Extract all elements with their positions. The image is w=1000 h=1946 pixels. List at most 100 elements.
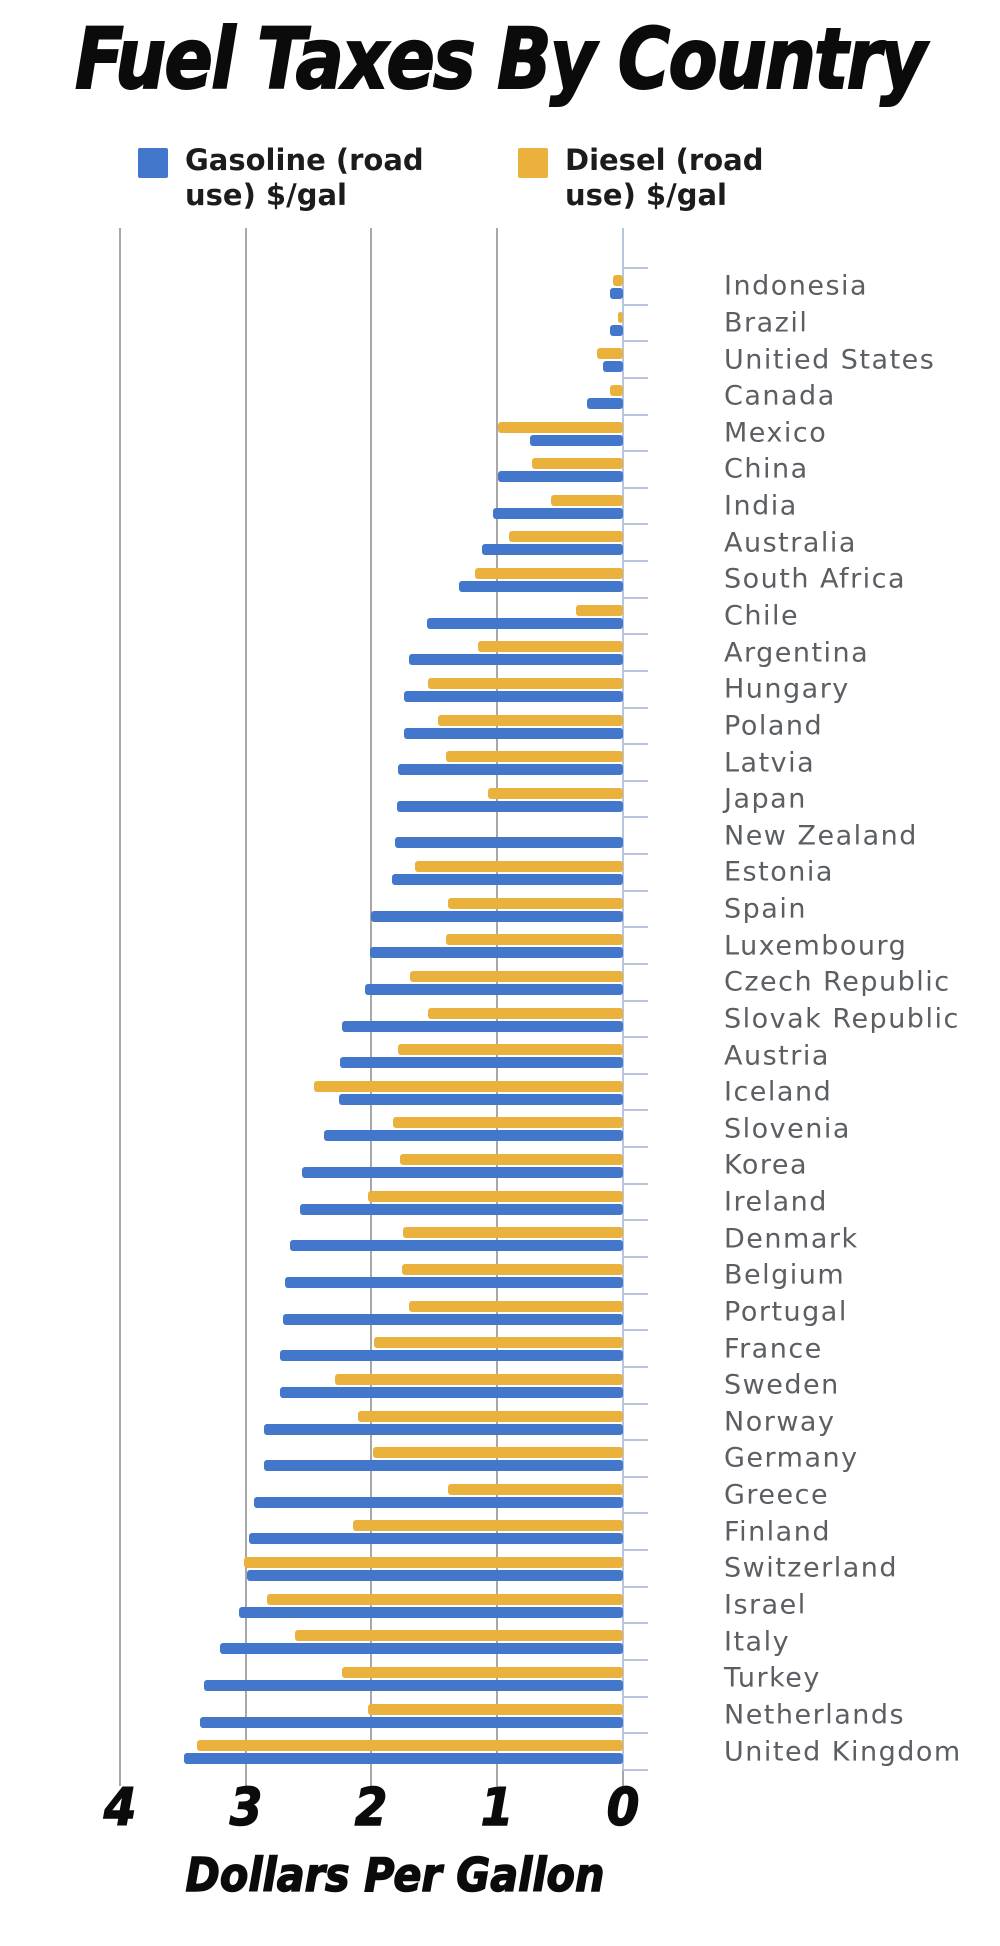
gasoline-bar: [586, 397, 623, 409]
group-separator-tick: [623, 706, 648, 709]
diesel-bar: [409, 1300, 623, 1312]
diesel-bar: [576, 604, 623, 616]
country-label: Japan: [724, 783, 807, 815]
diesel-bar: [400, 1154, 623, 1166]
group-separator-tick: [623, 669, 648, 672]
diesel-bar: [445, 751, 623, 763]
group-separator-tick: [623, 1036, 648, 1039]
group-separator-tick: [623, 1402, 648, 1405]
country-label: United Kingdom: [724, 1736, 962, 1767]
country-label: Argentina: [724, 637, 870, 669]
group-separator-tick: [623, 1182, 648, 1185]
gasoline-bar: [239, 1606, 623, 1618]
country-label: Greece: [724, 1479, 830, 1511]
x-axis-title: Dollars Per Gallon: [185, 1847, 605, 1903]
group-separator-tick: [623, 1219, 648, 1222]
group-separator-tick: [623, 1549, 648, 1552]
diesel-bar: [428, 677, 623, 689]
gasoline-bar: [493, 507, 623, 519]
gasoline-bar: [342, 1020, 623, 1032]
diesel-bar: [392, 1117, 623, 1129]
diesel-bar: [428, 1007, 623, 1019]
x-axis-tick-label-0: 0: [606, 1777, 640, 1839]
gasoline-bar: [397, 764, 623, 776]
country-label: Slovak Republic: [724, 1003, 960, 1035]
gasoline-bar: [299, 1203, 623, 1215]
country-label: Sweden: [724, 1369, 840, 1401]
diesel-bar: [313, 1080, 623, 1092]
group-separator-tick: [623, 1329, 648, 1332]
country-label: South Africa: [724, 563, 907, 595]
country-label: Turkey: [724, 1662, 821, 1694]
country-label: Mexico: [724, 417, 828, 449]
gasoline-bar: [404, 727, 623, 739]
x-axis-tick-label-1: 1: [480, 1777, 514, 1839]
diesel-bar: [244, 1557, 623, 1569]
group-separator-tick: [623, 1365, 648, 1368]
diesel-bar: [373, 1337, 623, 1349]
legend-diesel-line2: use) $/gal: [565, 178, 727, 213]
gasoline-bar: [610, 324, 623, 336]
gasoline-bar: [602, 361, 623, 373]
group-separator-tick: [623, 1146, 648, 1149]
diesel-bar: [266, 1593, 623, 1605]
diesel-bar: [401, 1264, 623, 1275]
country-label: Australia: [724, 527, 857, 559]
chart-title: Fuel Taxes By Country: [74, 9, 927, 109]
axis-tick-mark-3: [244, 1770, 247, 1786]
country-label: Germany: [724, 1442, 859, 1474]
group-separator-tick: [623, 450, 648, 453]
diesel-bar: [617, 311, 623, 323]
axis-tick-mark-1: [496, 1770, 499, 1786]
gasoline-bar: [302, 1167, 623, 1179]
group-separator-tick: [623, 303, 648, 306]
country-label: Switzerland: [724, 1552, 898, 1584]
group-separator-tick: [623, 926, 648, 929]
country-label: China: [724, 453, 809, 485]
gasoline-bar: [338, 1093, 623, 1105]
group-separator-tick: [623, 1292, 648, 1295]
diesel-bar: [294, 1630, 623, 1642]
gasoline-swatch-icon: [138, 148, 168, 178]
diesel-bar: [334, 1373, 623, 1385]
zero-baseline: [622, 228, 624, 1770]
group-separator-tick: [623, 816, 648, 819]
x-axis-tick-label-4: 4: [103, 1777, 137, 1839]
diesel-bar: [372, 1447, 623, 1459]
group-separator-tick: [623, 999, 648, 1002]
gasoline-bar: [391, 874, 623, 886]
group-separator-tick: [623, 1072, 648, 1075]
country-label: Hungary: [724, 673, 850, 705]
legend-gasoline-line1: Gasoline (road: [185, 143, 424, 177]
diesel-bar: [551, 494, 623, 506]
group-separator-tick: [623, 779, 648, 782]
diesel-swatch-icon: [518, 148, 548, 178]
country-label: Canada: [724, 380, 836, 412]
gasoline-bar: [289, 1240, 623, 1252]
gasoline-bar: [264, 1423, 623, 1435]
country-label: Iceland: [724, 1076, 833, 1108]
group-separator-tick: [623, 1732, 648, 1735]
gasoline-bar: [371, 910, 623, 922]
diesel-bar: [367, 1703, 623, 1715]
gasoline-bar: [323, 1130, 623, 1142]
axis-tick-mark-2: [370, 1770, 373, 1786]
group-separator-tick: [623, 962, 648, 965]
group-separator-tick: [623, 889, 648, 892]
group-separator-tick: [623, 560, 648, 563]
diesel-bar: [410, 970, 623, 982]
gasoline-bar: [370, 947, 623, 959]
diesel-bar: [196, 1740, 623, 1752]
gasoline-bar: [279, 1386, 623, 1398]
gasoline-bar: [246, 1570, 623, 1582]
gasoline-bar: [404, 690, 623, 702]
axis-tick-mark-0: [622, 1770, 624, 1786]
group-separator-tick: [623, 340, 648, 343]
gasoline-bar: [264, 1460, 623, 1472]
diesel-bar: [498, 421, 623, 433]
country-label: Czech Republic: [724, 966, 951, 998]
country-label: Denmark: [724, 1223, 859, 1255]
group-separator-tick: [623, 523, 648, 526]
legend-diesel-line1: Diesel (road: [565, 143, 764, 177]
